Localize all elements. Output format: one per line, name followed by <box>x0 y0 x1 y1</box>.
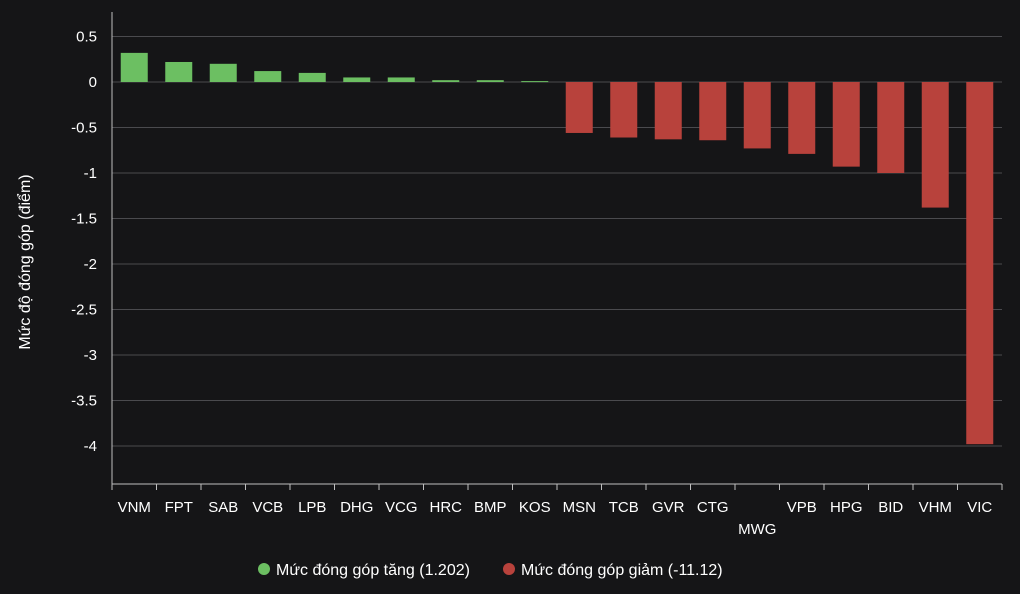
y-tick-label: -2 <box>84 256 97 273</box>
bar-gvr[interactable] <box>654 82 682 140</box>
bar-tcb[interactable] <box>610 82 638 138</box>
bar-kos[interactable] <box>521 81 549 83</box>
x-tick-label: VNM <box>118 499 151 516</box>
bar-bmp[interactable] <box>476 80 504 82</box>
x-tick-label: LPB <box>298 499 326 516</box>
x-tick-label: DHG <box>340 499 373 516</box>
bar-vhm[interactable] <box>921 82 949 208</box>
bars <box>120 52 994 445</box>
legend-item-decrease[interactable]: Mức đóng góp giảm (-11.12) <box>503 562 723 579</box>
y-axis-ticks: 0.5 0 -0.5 -1 -1.5 -2 -2.5 -3 -3.5 -4 <box>71 29 97 456</box>
bar-fpt[interactable] <box>165 61 193 82</box>
x-tick-label: VPB <box>787 499 817 516</box>
legend-item-increase[interactable]: Mức đóng góp tăng (1.202) <box>258 562 470 579</box>
bar-mwg[interactable] <box>743 82 771 149</box>
y-tick-label: -3 <box>84 347 97 364</box>
bar-sab[interactable] <box>209 63 237 82</box>
legend-label: Mức đóng góp tăng (1.202) <box>276 562 470 579</box>
x-tick-label: BID <box>878 499 903 516</box>
x-tick-label: FPT <box>165 499 193 516</box>
x-tick-label: KOS <box>519 499 551 516</box>
y-tick-label: -1.5 <box>71 211 97 228</box>
x-tick-label: BMP <box>474 499 507 516</box>
x-tick-label: VIC <box>967 499 992 516</box>
bar-vcg[interactable] <box>387 77 415 82</box>
y-tick-label: -1 <box>84 165 97 182</box>
bar-hpg[interactable] <box>832 82 860 167</box>
x-tick-label: GVR <box>652 499 685 516</box>
x-axis: VNM FPT SAB VCB LPB DHG VCG HRC BMP KOS MSN TCB GVR C… <box>111 12 1003 538</box>
bar-vnm[interactable] <box>120 52 148 82</box>
y-tick-label: -2.5 <box>71 302 97 319</box>
x-tick-label: VCG <box>385 499 418 516</box>
x-tick-label: CTG <box>697 499 729 516</box>
y-tick-label: -3.5 <box>71 393 97 410</box>
y-tick-label: -0.5 <box>71 120 97 137</box>
gridlines <box>112 36 1002 447</box>
bar-hrc[interactable] <box>432 80 460 82</box>
bar-dhg[interactable] <box>343 77 371 82</box>
x-tick-label: MSN <box>563 499 596 516</box>
x-tick-label: VCB <box>252 499 283 516</box>
x-tick-label: VHM <box>919 499 952 516</box>
x-tick-label: TCB <box>609 499 639 516</box>
legend[interactable]: Mức đóng góp tăng (1.202) Mức đóng góp gi… <box>258 562 723 579</box>
x-tick-label: SAB <box>208 499 238 516</box>
bar-lpb[interactable] <box>298 72 326 82</box>
bar-vic[interactable] <box>966 82 994 445</box>
x-tick-label: MWG <box>738 521 776 538</box>
x-tick-label: HRC <box>430 499 463 516</box>
bar-bid[interactable] <box>877 82 905 173</box>
bar-vpb[interactable] <box>788 82 816 154</box>
y-tick-label: -4 <box>84 438 97 455</box>
bar-ctg[interactable] <box>699 82 727 141</box>
y-axis-label: Mức độ đóng góp (điểm) <box>16 174 34 349</box>
y-tick-label: 0 <box>89 74 97 91</box>
bar-msn[interactable] <box>565 82 593 133</box>
legend-marker <box>503 563 515 575</box>
x-tick-label: HPG <box>830 499 863 516</box>
legend-label: Mức đóng góp giảm (-11.12) <box>521 562 723 579</box>
legend-marker <box>258 563 270 575</box>
y-tick-label: 0.5 <box>76 29 97 46</box>
bar-vcb[interactable] <box>254 71 282 82</box>
